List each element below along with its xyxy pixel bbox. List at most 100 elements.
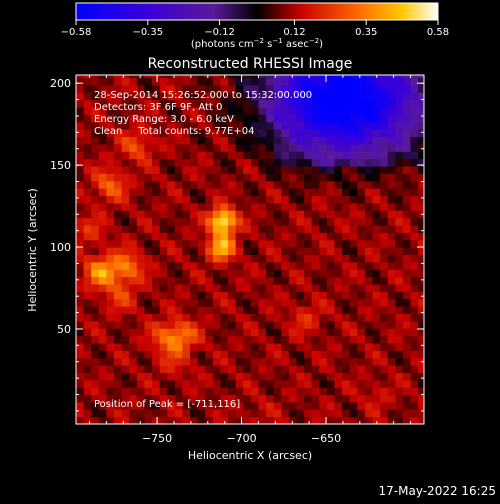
heatmap-cell xyxy=(190,283,199,292)
heatmap-cell xyxy=(129,173,138,182)
heatmap-cell xyxy=(83,158,92,167)
heatmap-cell xyxy=(205,143,214,152)
heatmap-cell xyxy=(372,350,381,359)
heatmap-cell xyxy=(228,195,237,204)
heatmap-cell xyxy=(98,224,108,233)
heatmap-cell xyxy=(258,224,267,233)
heatmap-cell xyxy=(304,313,313,322)
heatmap-cell xyxy=(114,136,123,145)
heatmap-cell xyxy=(410,379,419,388)
heatmap-cell xyxy=(182,269,191,278)
heatmap-cell xyxy=(91,173,100,182)
heatmap-cell xyxy=(197,283,206,292)
heatmap-cell xyxy=(98,342,108,351)
heatmap-cell xyxy=(212,165,222,174)
heatmap-cell xyxy=(380,77,389,86)
heatmap-cell xyxy=(220,320,229,329)
heatmap-cell xyxy=(91,129,100,138)
heatmap-cell xyxy=(228,77,237,86)
heatmap-cell xyxy=(129,99,138,108)
heatmap-cell xyxy=(319,239,328,248)
heatmap-cell xyxy=(205,75,214,79)
heatmap-cell xyxy=(387,416,396,424)
heatmap-cell xyxy=(106,232,115,241)
heatmap-cell xyxy=(167,416,176,424)
heatmap-cell xyxy=(212,387,222,396)
heatmap-cell xyxy=(387,394,396,403)
heatmap-cell xyxy=(418,372,424,381)
heatmap-cell xyxy=(212,173,222,182)
heatmap-cell xyxy=(387,129,396,138)
heatmap-cell xyxy=(76,387,85,396)
heatmap-cell xyxy=(410,121,419,130)
heatmap-cell xyxy=(418,306,424,314)
heatmap-cell xyxy=(152,291,161,300)
heatmap-cell xyxy=(273,173,282,182)
heatmap-cell xyxy=(91,180,100,189)
heatmap-cell xyxy=(106,283,115,292)
heatmap-cell xyxy=(235,217,244,226)
heatmap-cell xyxy=(266,239,275,248)
heatmap-cell xyxy=(364,365,374,373)
heatmap-cell xyxy=(174,313,184,322)
peak-position-label: Position of Peak = [-711,116] xyxy=(94,399,240,410)
heatmap-cell xyxy=(152,365,161,373)
heatmap-cell xyxy=(334,254,343,263)
y-tick-label: 200 xyxy=(50,77,71,90)
heatmap-cell xyxy=(76,92,85,101)
heatmap-cell xyxy=(364,269,374,278)
heatmap-cell xyxy=(83,151,92,160)
heatmap-cell xyxy=(342,210,351,219)
heatmap-cell xyxy=(83,394,92,403)
heatmap-cell xyxy=(121,342,130,351)
heatmap-cell xyxy=(319,77,328,86)
heatmap-cell xyxy=(319,416,328,424)
heatmap-cell xyxy=(212,254,222,263)
heatmap-cell xyxy=(152,313,161,322)
heatmap-cell xyxy=(106,335,115,344)
heatmap-cell xyxy=(334,320,343,329)
heatmap-cell xyxy=(402,217,412,226)
heatmap-cell xyxy=(182,210,191,219)
heatmap-cell xyxy=(98,416,108,424)
heatmap-cell xyxy=(410,99,419,108)
heatmap-cell xyxy=(380,372,389,381)
heatmap-cell xyxy=(250,75,260,79)
heatmap-cell xyxy=(395,75,404,79)
heatmap-cell xyxy=(106,320,115,329)
heatmap-cell xyxy=(334,387,343,396)
heatmap-cell xyxy=(357,342,366,351)
heatmap-cell xyxy=(76,165,85,174)
heatmap-cell xyxy=(342,121,351,130)
heatmap-cell xyxy=(220,202,229,211)
heatmap-cell xyxy=(228,409,237,418)
heatmap-cell xyxy=(136,276,146,285)
heatmap-cell xyxy=(342,269,351,278)
heatmap-cell xyxy=(296,372,305,381)
heatmap-cell xyxy=(266,210,275,219)
heatmap-cell xyxy=(144,136,153,145)
heatmap-cell xyxy=(258,129,267,138)
heatmap-cell xyxy=(152,342,161,351)
heatmap-cell xyxy=(212,99,222,108)
heatmap-cell xyxy=(167,232,176,241)
heatmap-cell xyxy=(167,77,176,86)
heatmap-cell xyxy=(197,416,206,424)
heatmap-cell xyxy=(190,75,199,79)
heatmap-cell xyxy=(319,394,328,403)
heatmap-cell xyxy=(91,342,100,351)
heatmap-cell xyxy=(250,401,260,410)
heatmap-cell xyxy=(114,350,123,359)
heatmap-cell xyxy=(174,75,184,79)
heatmap-cell xyxy=(182,165,191,174)
heatmap-cell xyxy=(387,350,396,359)
heatmap-cell xyxy=(76,202,85,211)
heatmap-cell xyxy=(402,173,412,182)
heatmap-cell xyxy=(273,261,282,270)
heatmap-cell xyxy=(410,129,419,138)
heatmap-cell xyxy=(380,416,389,424)
heatmap-cell xyxy=(319,306,328,314)
heatmap-cell xyxy=(220,173,229,182)
heatmap-cell xyxy=(182,379,191,388)
heatmap-cell xyxy=(114,394,123,403)
